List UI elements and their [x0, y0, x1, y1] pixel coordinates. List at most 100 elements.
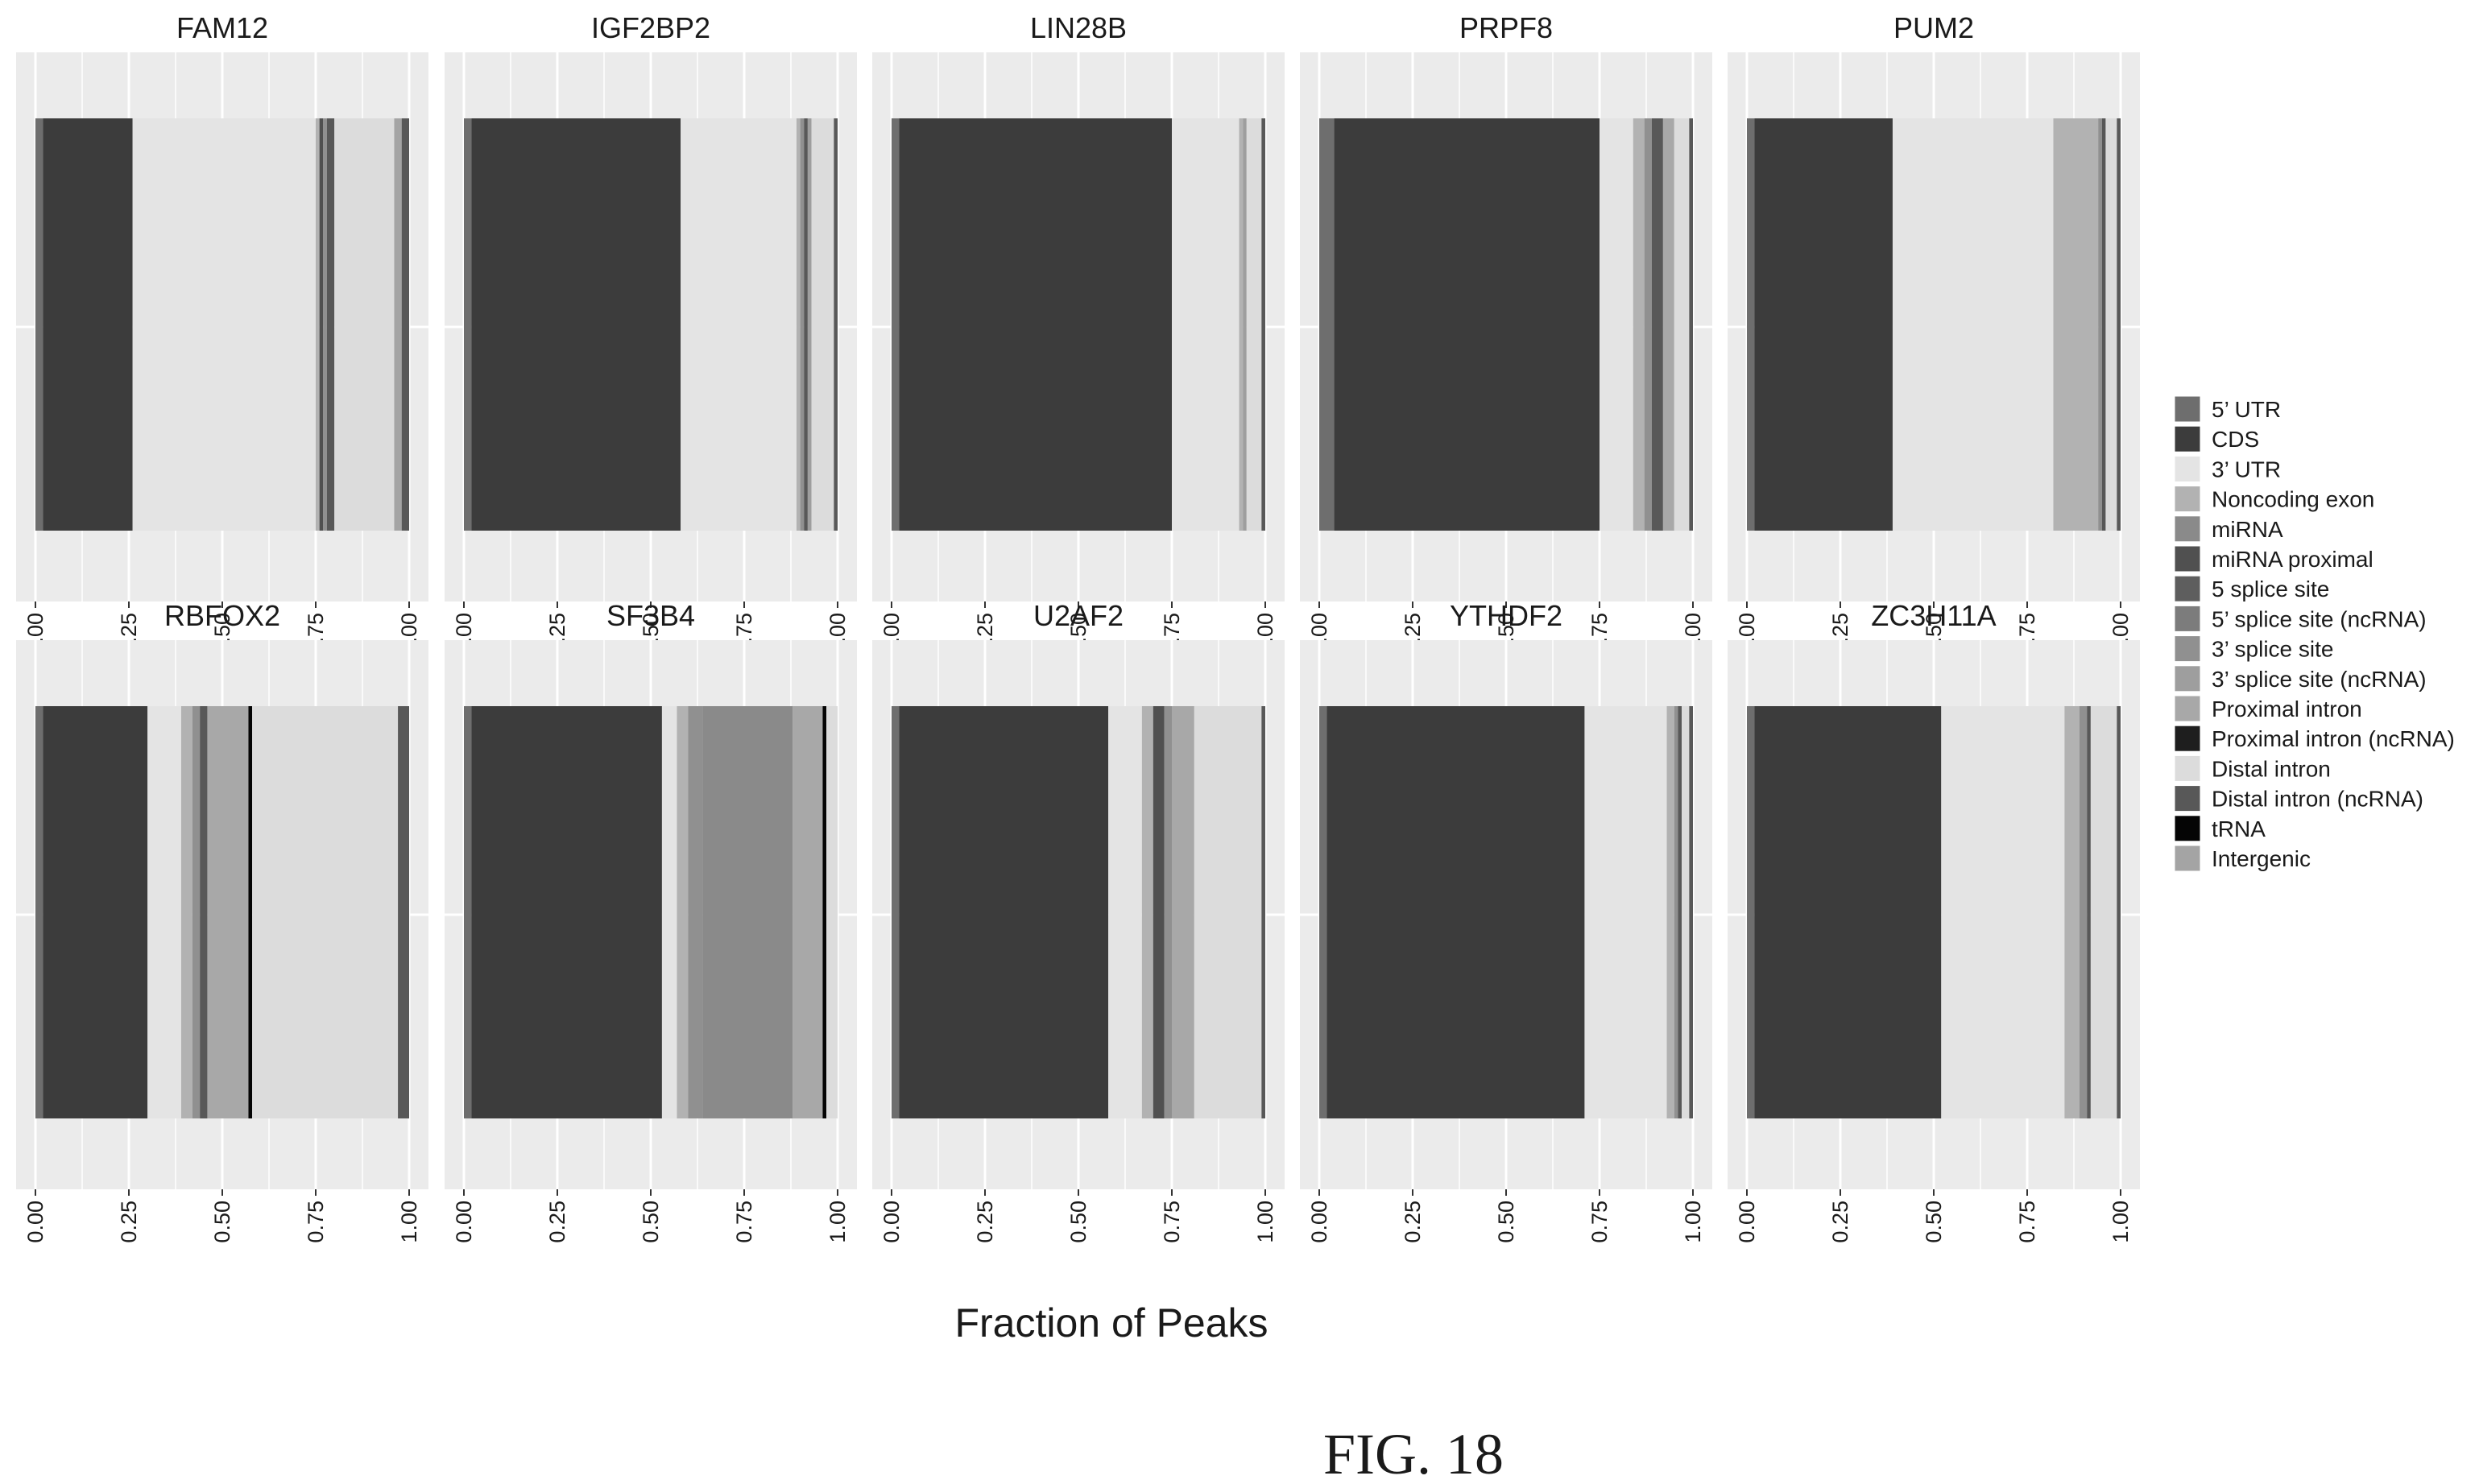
bar-segment	[2087, 706, 2091, 1118]
bar-segment	[132, 118, 316, 531]
bar-segment	[661, 706, 677, 1118]
bar-segment	[1754, 118, 1893, 531]
x-tick-label: 1.00	[1253, 1201, 1277, 1243]
bar-segment	[1674, 706, 1678, 1118]
legend-swatch	[2174, 754, 2201, 782]
bar-segment	[1246, 118, 1262, 531]
x-tick-label: 0.50	[1494, 1201, 1518, 1243]
legend-label: 5’ UTR	[2212, 397, 2281, 422]
bar-segment	[681, 118, 797, 531]
x-tick-label: 0.00	[1307, 1201, 1331, 1243]
legend-swatch	[2174, 695, 2201, 722]
bar-segment	[1326, 706, 1585, 1118]
bar-segment	[334, 118, 395, 531]
x-tick-label: 0.25	[1828, 1201, 1852, 1243]
legend-item: Distal intron	[2174, 754, 2331, 782]
bar-segment	[252, 706, 399, 1118]
legend-label: tRNA	[2212, 816, 2266, 841]
x-tick-label: 0.25	[1401, 1201, 1425, 1243]
x-tick-label: 1.00	[2109, 1201, 2133, 1243]
bar-segment	[401, 118, 409, 531]
x-tick-label: 0.00	[23, 1201, 48, 1243]
panel-title: LIN28B	[1030, 11, 1127, 44]
bar-segment	[207, 706, 249, 1118]
bar-segment	[2090, 706, 2117, 1118]
bar-segment	[892, 118, 900, 531]
bar-segment	[1243, 118, 1247, 531]
legend-item: Proximal intron	[2174, 695, 2362, 722]
legend-swatch	[2174, 575, 2201, 602]
bar-segment	[1584, 706, 1667, 1118]
x-tick-label: 0.50	[1922, 1201, 1946, 1243]
bar-segment	[1172, 706, 1194, 1118]
bar-segment	[804, 118, 808, 531]
bar-segment	[471, 706, 662, 1118]
panel-rbfox2: RBFOX2 0.00 0.25 0.50 0.75 1.00	[16, 599, 428, 1243]
bar-segment	[464, 706, 472, 1118]
panel-zc3h11a: ZC3H11A 0.00 0.25 0.50 0.75 1.00	[1728, 599, 2140, 1243]
bar-segment	[471, 118, 681, 531]
x-tick-label: 0.50	[639, 1201, 663, 1243]
bar-segment	[2098, 118, 2102, 531]
x-tick-label: 1.00	[1681, 1201, 1705, 1243]
bar-segment	[1261, 118, 1265, 531]
legend-label: Proximal intron	[2212, 697, 2362, 721]
bar-segment	[1674, 118, 1690, 531]
bar-segment	[147, 706, 181, 1118]
x-tick-label: 0.00	[1735, 1201, 1759, 1243]
legend-swatch	[2174, 725, 2201, 752]
legend-item: miRNA proximal	[2174, 545, 2373, 573]
bar-segment	[200, 706, 208, 1118]
legend-item: 5 splice site	[2174, 575, 2329, 602]
bar-segment	[326, 118, 335, 531]
legend-label: 3’ UTR	[2212, 457, 2281, 482]
bar-segment	[1689, 118, 1693, 531]
legend-swatch	[2174, 515, 2201, 543]
bar-segment	[796, 118, 801, 531]
legend-label: Proximal intron (ncRNA)	[2212, 726, 2455, 751]
legend-item: Distal intron (ncRNA)	[2174, 785, 2423, 812]
bar-segment	[899, 706, 1109, 1118]
legend-label: miRNA	[2212, 517, 2283, 542]
bar-segment	[316, 118, 320, 531]
bar-segment	[2079, 706, 2088, 1118]
bar-segment	[2105, 118, 2117, 531]
bar-segment	[323, 118, 327, 531]
bar-segment	[1754, 706, 1942, 1118]
bar-segment	[2064, 706, 2080, 1118]
bar-segment	[2117, 706, 2121, 1118]
bar-segment	[2117, 118, 2121, 531]
bar-segment	[248, 706, 253, 1118]
bar-segment	[1239, 118, 1244, 531]
x-tick-label: 0.25	[117, 1201, 141, 1243]
bar-segment	[1164, 706, 1172, 1118]
x-tick-label: 0.00	[452, 1201, 476, 1243]
legend-swatch	[2174, 425, 2201, 453]
legend-item: 3’ UTR	[2174, 455, 2281, 482]
legend-label: CDS	[2212, 427, 2259, 452]
legend-swatch	[2174, 635, 2201, 663]
panel-ythdf2: YTHDF2 0.00 0.25 0.50 0.75 1.00	[1300, 599, 1712, 1243]
x-tick-label: 0.50	[210, 1201, 234, 1243]
legend-swatch	[2174, 455, 2201, 482]
bar-segment	[807, 118, 812, 531]
figure-label: FIG. 18	[1323, 1422, 1504, 1484]
bar-segment	[398, 706, 409, 1118]
legend-swatch	[2174, 395, 2201, 423]
bar-segment	[43, 118, 133, 531]
x-tick-label: 1.00	[826, 1201, 850, 1243]
legend-swatch	[2174, 545, 2201, 573]
panel-title: YTHDF2	[1450, 599, 1562, 632]
panel-title: SF3B4	[606, 599, 695, 632]
bar-segment	[1600, 118, 1633, 531]
x-tick-label: 0.75	[732, 1201, 756, 1243]
legend-swatch	[2174, 815, 2201, 842]
legend-item: CDS	[2174, 425, 2259, 453]
panel-title: ZC3H11A	[1871, 599, 1996, 632]
